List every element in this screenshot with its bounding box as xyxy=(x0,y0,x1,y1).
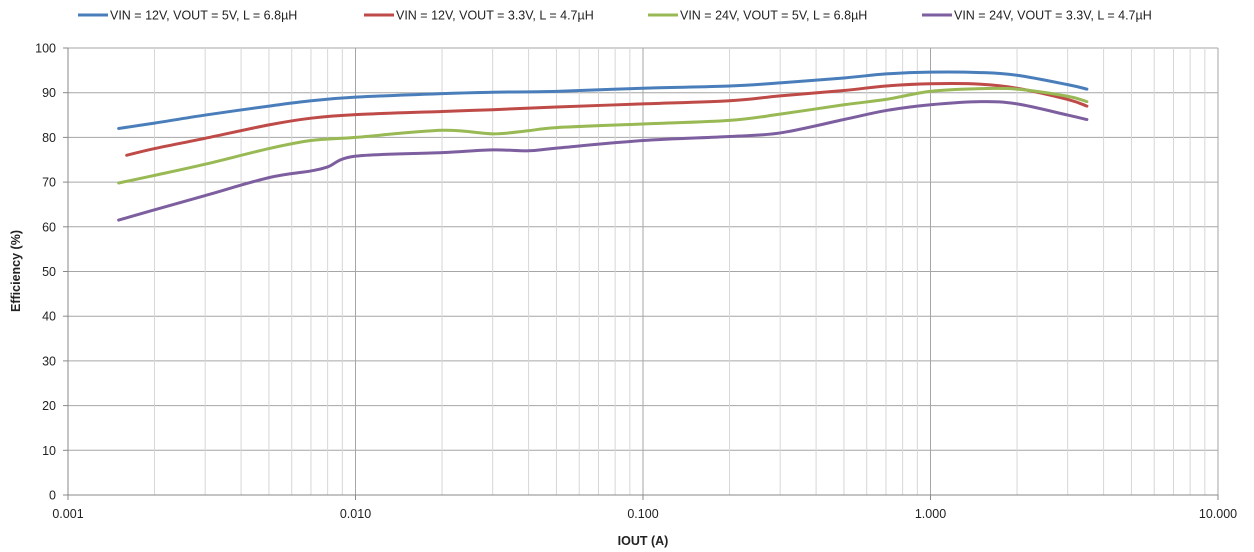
x-tick-label: 0.001 xyxy=(52,507,83,521)
legend-label-4: VIN = 24V, VOUT = 3.3V, L = 4.7µH xyxy=(954,9,1152,23)
series-line-1 xyxy=(117,70,1089,130)
legend-label-1: VIN = 12V, VOUT = 5V, L = 6.8µH xyxy=(110,9,297,23)
y-tick-label: 30 xyxy=(42,354,56,368)
y-tick-label: 60 xyxy=(42,220,56,234)
y-tick-label: 10 xyxy=(42,444,56,458)
legend-label-3: VIN = 24V, VOUT = 5V, L = 6.8µH xyxy=(680,9,867,23)
series-line-3 xyxy=(117,86,1089,185)
x-tick-label: 1.000 xyxy=(915,507,946,521)
y-tick-label: 90 xyxy=(42,86,56,100)
series-line-4 xyxy=(117,100,1089,222)
y-tick-label: 100 xyxy=(35,42,56,56)
series-lines xyxy=(117,70,1089,222)
y-tick-label: 0 xyxy=(49,489,56,503)
y-tick-label: 50 xyxy=(42,265,56,279)
y-axis-title: Efficiency (%) xyxy=(9,230,23,312)
y-tick-label: 70 xyxy=(42,176,56,190)
x-tick-labels: 0.001 0.010 0.100 1.000 10.000 xyxy=(52,495,1237,521)
series-line-2 xyxy=(125,82,1089,157)
y-tick-label: 20 xyxy=(42,399,56,413)
y-tick-label: 40 xyxy=(42,310,56,324)
legend: VIN = 12V, VOUT = 5V, L = 6.8µH VIN = 12V… xyxy=(78,9,1152,23)
y-tick-labels: 0 10 20 30 40 50 60 70 80 90 100 xyxy=(35,42,68,503)
gridlines xyxy=(68,47,1219,495)
legend-label-2: VIN = 12V, VOUT = 3.3V, L = 4.7µH xyxy=(396,9,594,23)
x-axis-title: IOUT (A) xyxy=(618,534,669,548)
x-tick-label: 0.010 xyxy=(340,507,371,521)
x-tick-label: 10.000 xyxy=(1199,507,1237,521)
x-tick-label: 0.100 xyxy=(627,507,658,521)
y-tick-label: 80 xyxy=(42,131,56,145)
